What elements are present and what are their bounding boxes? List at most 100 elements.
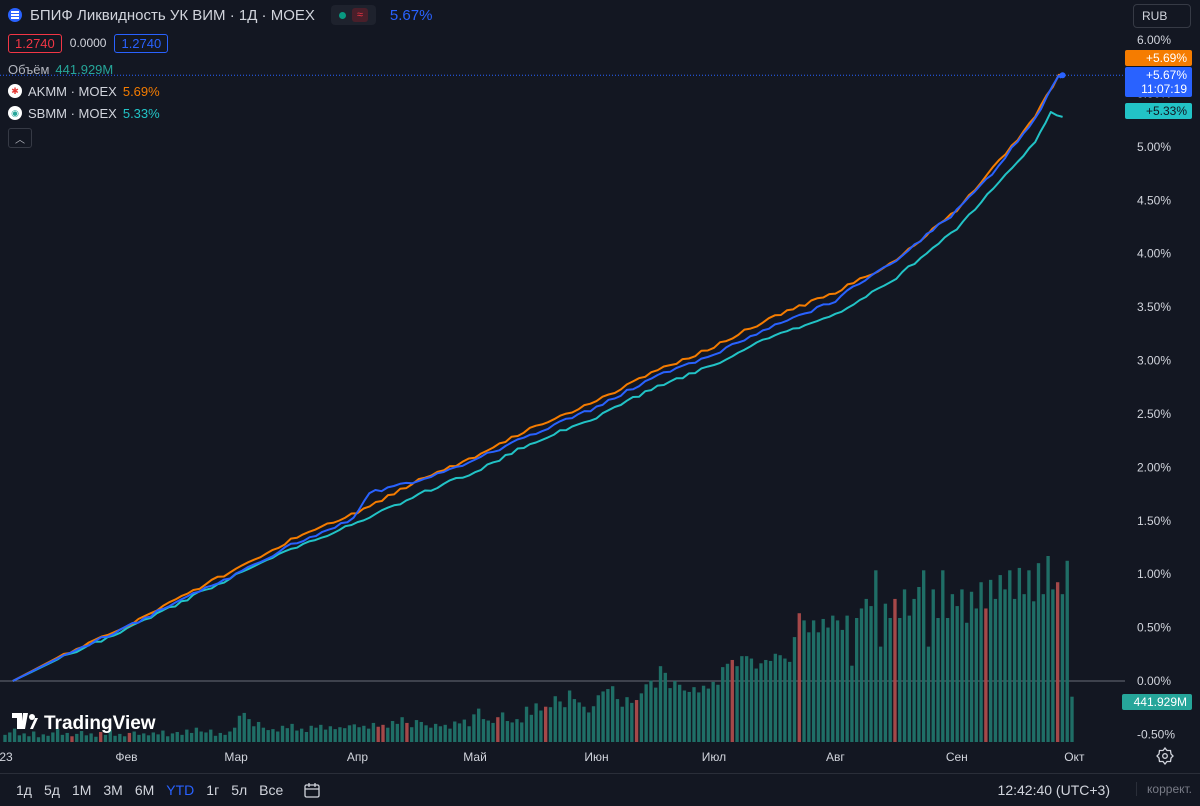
range-button[interactable]: 5л	[231, 782, 248, 798]
volume-legend[interactable]: Объём 441.929M	[8, 58, 432, 80]
market-status[interactable]: ≈	[330, 5, 376, 25]
volume-bar	[467, 726, 471, 742]
volume-bar	[520, 722, 524, 742]
volume-bar	[921, 570, 926, 742]
volume-bar	[362, 725, 366, 742]
compare-akmm[interactable]: ✱ AKMM · MOEX 5.69%	[8, 80, 432, 102]
volume-bar	[1060, 594, 1065, 742]
volume-bar	[510, 722, 514, 742]
volume-bar	[266, 730, 270, 742]
range-button[interactable]: Все	[259, 782, 284, 798]
volume-bar	[548, 707, 553, 742]
range-buttons: 1д 5д 1М 3М 6М YTD 1г 5л Все	[10, 782, 289, 798]
volume-bar	[917, 587, 921, 742]
volume-bar	[811, 620, 816, 742]
akmm-icon: ✱	[8, 84, 22, 98]
compare-sbmm-value: 5.33%	[122, 105, 160, 121]
volume-bar	[649, 680, 653, 742]
volume-bar	[84, 735, 89, 742]
spread-value: 0.0000	[69, 36, 107, 50]
volume-bar	[960, 589, 964, 742]
volume-bar	[988, 579, 993, 742]
range-button[interactable]: YTD	[166, 782, 195, 798]
volume-bar	[625, 697, 629, 742]
volume-bar	[280, 725, 285, 742]
volume-bar	[1065, 560, 1069, 742]
range-button[interactable]: 1М	[71, 782, 92, 798]
volume-bar	[271, 729, 275, 742]
volume-bar	[237, 715, 242, 742]
volume-bar	[443, 724, 447, 742]
chart-canvas[interactable]: 6.00%5.50%5.00%4.50%4.00%3.50%3.00%2.50%…	[0, 0, 1200, 773]
volume-bar	[850, 665, 854, 742]
volume-bar	[845, 615, 849, 742]
volume-bar	[199, 731, 203, 742]
range-button[interactable]: 6М	[134, 782, 155, 798]
volume-bar	[41, 734, 45, 742]
y-tick-label: 0.00%	[1137, 674, 1171, 688]
clock[interactable]: 12:42:40 (UTC+3)	[997, 782, 1110, 798]
akmm-price-tag: +5.69%	[1125, 50, 1192, 66]
volume-bar	[51, 732, 55, 742]
bar-countdown: 11:07:19	[1141, 82, 1187, 96]
volume-bar	[606, 689, 610, 742]
range-button[interactable]: 1д	[16, 782, 32, 798]
volume-bar	[366, 728, 371, 742]
volume-bar	[620, 706, 624, 742]
volume-bar	[343, 728, 347, 742]
y-tick-label: 3.00%	[1137, 354, 1171, 368]
gear-icon[interactable]	[1156, 747, 1174, 765]
x-tick-label: Июл	[702, 750, 726, 764]
volume-bar	[194, 727, 199, 742]
volume-bar	[955, 606, 959, 742]
x-tick-label: Фев	[115, 750, 137, 764]
range-button[interactable]: 3М	[103, 782, 123, 798]
volume-bar	[166, 736, 170, 742]
tradingview-logo[interactable]: TradingView	[12, 712, 156, 735]
volume-bar	[998, 575, 1002, 742]
volume-bar	[835, 620, 840, 742]
compare-sbmm[interactable]: ◉ SBMM · MOEX 5.33%	[8, 102, 432, 124]
legend-main-row[interactable]: БПИФ Ликвидность УК ВИМ · 1Д · MOEX ≈ 5.…	[8, 4, 432, 26]
volume-bar	[969, 591, 974, 742]
chevron-up-icon: ︿	[15, 134, 25, 146]
calendar-icon[interactable]	[303, 781, 321, 799]
range-button[interactable]: 5д	[43, 782, 60, 798]
volume-bar	[142, 733, 146, 742]
volume-bar	[108, 730, 112, 742]
range-button[interactable]: 1г	[206, 782, 220, 798]
volume-bar	[333, 729, 337, 742]
volume-bar	[99, 731, 103, 742]
volume-bar	[319, 724, 323, 742]
volume-bar	[60, 734, 65, 742]
volume-bar	[309, 725, 313, 742]
volume-bar	[252, 726, 256, 742]
volume-bar	[36, 737, 41, 742]
volume-bar	[902, 589, 907, 742]
volume-bar	[950, 594, 955, 742]
volume-bar	[654, 687, 658, 742]
volume-bars	[3, 556, 1074, 742]
volume-bar	[390, 721, 395, 742]
volume-bar	[419, 721, 423, 742]
volume-bar	[376, 726, 380, 742]
volume-bar	[232, 727, 237, 742]
gridlines	[0, 74, 1125, 682]
volume-price-tag: 441.929M	[1122, 694, 1192, 710]
volume-bar	[304, 731, 309, 742]
volume-bar	[634, 700, 639, 742]
legend: БПИФ Ликвидность УК ВИМ · 1Д · MOEX ≈ 5.…	[8, 4, 432, 148]
volume-bar	[27, 736, 31, 742]
volume-bar	[744, 656, 749, 742]
currency-selector[interactable]: RUB	[1133, 4, 1191, 28]
volume-bar	[797, 613, 801, 742]
volume-bar	[816, 632, 821, 742]
bid-price[interactable]: 1.2740	[8, 33, 62, 53]
volume-bar	[888, 618, 892, 742]
x-tick-label: Апр	[347, 750, 369, 764]
collapse-legend-button[interactable]: ︿	[8, 128, 32, 148]
volume-bar	[1051, 589, 1055, 742]
volume-bar	[290, 723, 294, 742]
ask-price[interactable]: 1.2740	[114, 33, 169, 53]
adjust-toggle[interactable]: коррект.	[1136, 782, 1192, 796]
